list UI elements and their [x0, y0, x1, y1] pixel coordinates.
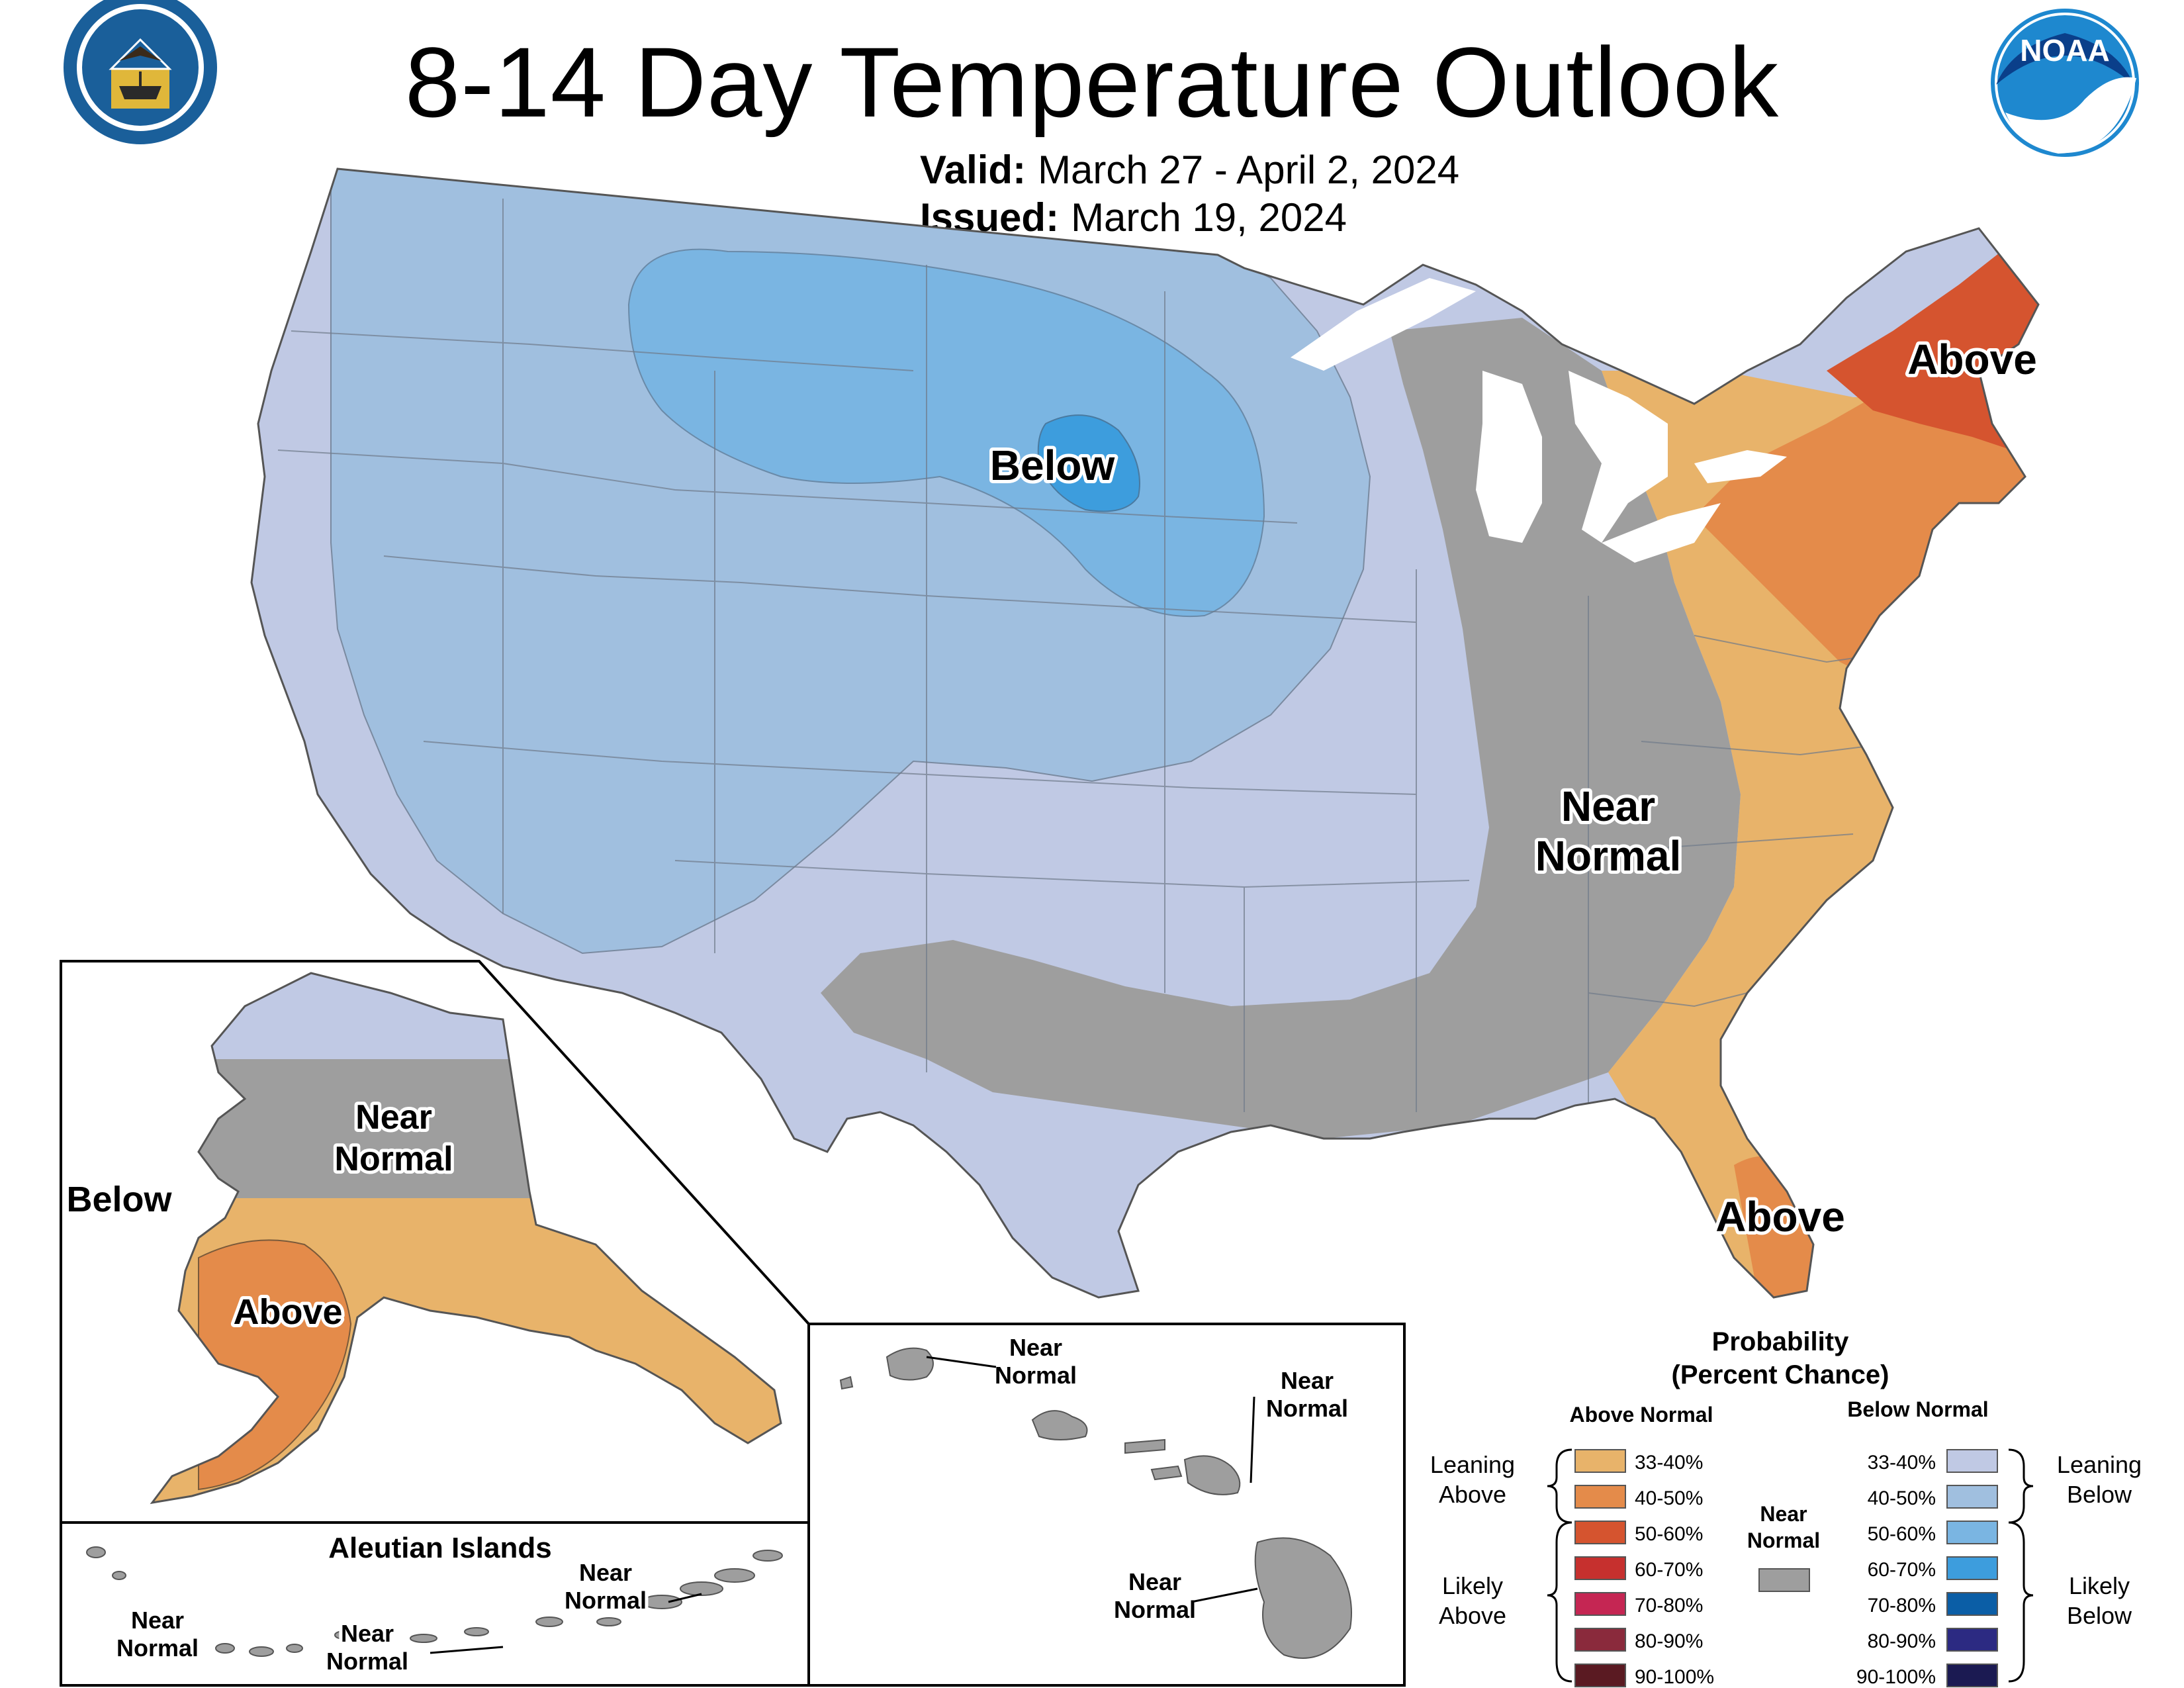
legend-below-range-label: 50-60% [1868, 1523, 1936, 1545]
legend-below-swatch [1946, 1521, 1998, 1544]
legend-above-swatch [1574, 1628, 1626, 1652]
legend-below-range-label: 40-50% [1868, 1487, 1936, 1509]
valid-dates: Valid: March 27 - April 2, 2024 [920, 147, 1459, 193]
aleutian-islands-shapes [86, 1546, 783, 1657]
legend-below-swatch [1946, 1485, 1998, 1509]
legend-above-swatch [1574, 1556, 1626, 1580]
conus-above-fl-label: Above [1715, 1193, 1845, 1241]
legend-above-swatch [1574, 1592, 1626, 1616]
likely-below-2: Below [2067, 1602, 2132, 1629]
ak-below-label: Below [66, 1180, 172, 1219]
legend-above-range-label: 33-40% [1635, 1452, 1703, 1474]
ak-above-label: Above [233, 1292, 342, 1332]
aleut-right-label-2: Normal [565, 1587, 647, 1614]
legend-below-swatch [1946, 1592, 1998, 1616]
aleut-left-label-2: Normal [116, 1634, 199, 1662]
legend-near-1: Near [1760, 1502, 1807, 1526]
issued-value: March 19, 2024 [1071, 195, 1347, 240]
conus-near-label-1: Near [1561, 782, 1655, 830]
legend-above-swatch [1574, 1521, 1626, 1544]
state-borders [277, 199, 1920, 1112]
aleut-left-label-1: Near [131, 1607, 184, 1634]
legend-above-range-label: 90-100% [1635, 1666, 1714, 1688]
legend-above-range-label: 40-50% [1635, 1487, 1703, 1509]
legend-below-swatch [1946, 1556, 1998, 1580]
aleut-mid-label-1: Near [341, 1620, 394, 1647]
legend-above-swatch [1574, 1449, 1626, 1473]
likely-above-1: Likely [1442, 1572, 1503, 1599]
legend-below-swatch [1946, 1628, 1998, 1652]
legend-below-range-label: 80-90% [1868, 1630, 1936, 1652]
valid-label: Valid: [920, 148, 1026, 192]
hawaii-inset: Near Normal Near Normal Near Normal [807, 1323, 1406, 1687]
aleut-mid-label-2: Normal [326, 1648, 408, 1675]
hi-maui-label-1: Near [1281, 1367, 1334, 1394]
likely-below-1: Likely [2069, 1572, 2130, 1599]
brace-leaning-below [2008, 1448, 2034, 1524]
conus-above-ne-label: Above [1907, 336, 2037, 383]
valid-value: March 27 - April 2, 2024 [1038, 148, 1460, 192]
noaa-logo-icon: NOAA [1991, 9, 2139, 157]
legend-below-swatch [1946, 1664, 1998, 1687]
legend-above-rows: 33-40% 40-50% 50-60% 60-70% 70-80% 80-90% 90-1… [1574, 1449, 1714, 1688]
legend-below-range-label: 33-40% [1868, 1452, 1936, 1474]
legend-below-range-label: 90-100% [1856, 1666, 1936, 1688]
hi-kauai-label-1: Near [1009, 1334, 1062, 1361]
brace-likely-below [2008, 1521, 2034, 1683]
legend-above-swatch [1574, 1664, 1626, 1687]
below-60-70-region [1037, 414, 1140, 512]
leaning-below-1: Leaning [2057, 1451, 2142, 1478]
legend-above-range-label: 50-60% [1635, 1523, 1703, 1545]
likely-above-2: Above [1439, 1602, 1506, 1629]
leaning-above-2: Above [1439, 1481, 1506, 1508]
hi-kauai-label-2: Normal [995, 1362, 1077, 1389]
ak-near-label-1: Near [355, 1098, 432, 1137]
hi-big-label-1: Near [1128, 1568, 1181, 1595]
brace-leaning-above [1547, 1448, 1572, 1524]
great-lakes [1291, 278, 1787, 563]
conus-near-label-2: Normal [1535, 832, 1682, 880]
legend-below-rows: 33-40% 40-50% 50-60% 60-70% 70-80% 80-90% 90-1… [1856, 1449, 1998, 1688]
probability-legend: Probability (Percent Chance) Above Norma… [1430, 1327, 2142, 1688]
page-title: 8-14 Day Temperature Outlook [404, 26, 1780, 138]
aleut-right-label-1: Near [579, 1559, 632, 1586]
doc-seal-icon [64, 0, 217, 144]
brace-likely-above [1547, 1521, 1572, 1683]
legend-near-normal-swatch [1758, 1568, 1810, 1592]
noaa-logo-text: NOAA [2020, 33, 2109, 68]
hi-maui-label-2: Normal [1266, 1395, 1348, 1422]
aleutian-inset: Aleutian Islands Near Normal Near Normal… [60, 1521, 810, 1687]
legend-below-header: Below Normal [1847, 1397, 1988, 1421]
aleutian-title: Aleutian Islands [328, 1532, 551, 1564]
hi-big-label-2: Normal [1114, 1596, 1196, 1623]
ak-near-normal-region [152, 1059, 781, 1205]
legend-title-2: (Percent Chance) [1672, 1360, 1889, 1389]
alaska-inset: Near Normal Above Below [60, 960, 810, 1524]
leaning-above-1: Leaning [1430, 1451, 1515, 1478]
legend-above-range-label: 70-80% [1635, 1595, 1703, 1617]
ak-near-label-2: Normal [334, 1140, 453, 1178]
leaning-below-2: Below [2067, 1481, 2132, 1508]
below-50-60-region [627, 248, 1265, 618]
legend-title-1: Probability [1712, 1327, 1849, 1356]
legend-above-header: Above Normal [1570, 1403, 1713, 1427]
legend-above-range-label: 80-90% [1635, 1630, 1703, 1652]
conus-below-label: Below [990, 442, 1115, 489]
legend-below-swatch [1946, 1449, 1998, 1473]
legend-near-2: Normal [1747, 1528, 1820, 1552]
legend-below-range-label: 70-80% [1868, 1595, 1936, 1617]
legend-above-swatch [1574, 1485, 1626, 1509]
legend-below-range-label: 60-70% [1868, 1559, 1936, 1581]
hawaii-islands-shapes [839, 1347, 1352, 1659]
legend-above-range-label: 60-70% [1635, 1559, 1703, 1581]
